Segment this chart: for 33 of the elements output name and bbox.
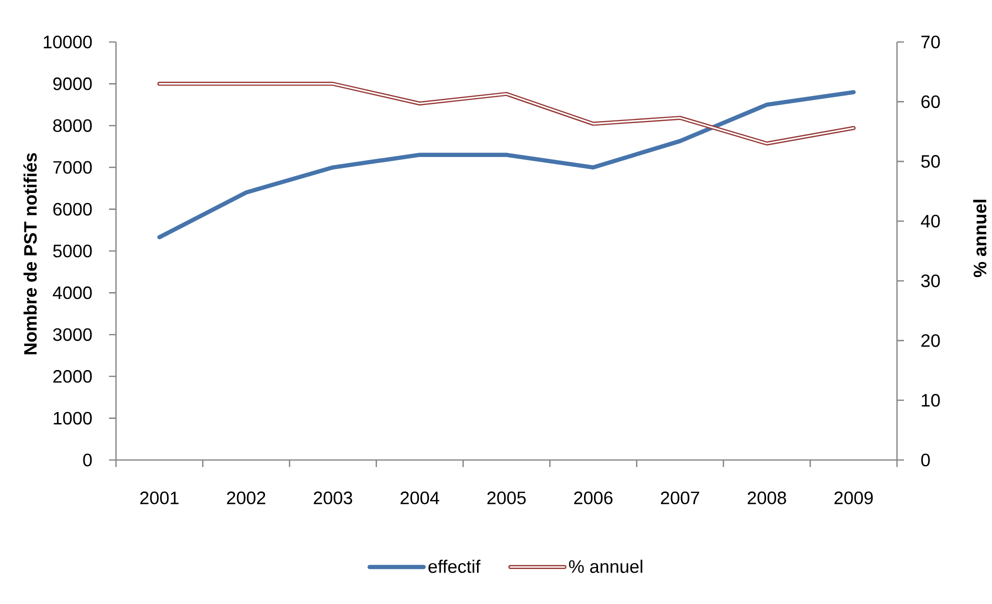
x-tick-label: 2004: [400, 492, 440, 504]
line-series: [157, 90, 856, 240]
y2-tick-label: 30: [921, 274, 940, 288]
y-tick-label: 7000: [53, 161, 92, 174]
y2-tick-label: 40: [920, 214, 940, 228]
y-tick-label: 1000: [54, 412, 92, 425]
y2-tick-label: 60: [921, 95, 940, 108]
y-tick-label: 8000: [53, 119, 92, 132]
x-tick-label: 2005: [487, 492, 526, 504]
x-tick-label: 2009: [834, 492, 873, 504]
x-tick-label: 2001: [140, 492, 179, 504]
y2-axis-title: % annuel: [973, 200, 986, 278]
y-tick-label: 9000: [53, 77, 92, 90]
y2-tick-label: 50: [921, 155, 940, 168]
x-tick-label: 2006: [574, 492, 612, 504]
x-tick-label: 2002: [227, 492, 266, 504]
y2-tick-label: 70: [921, 36, 940, 48]
legend-label: % annuel: [569, 560, 642, 573]
y-axis-title: Nombre de PST notifiés: [23, 153, 37, 354]
y-tick-label: 2000: [53, 370, 92, 383]
y2-tick-label: 20: [921, 334, 940, 347]
y-tick-label: 3000: [53, 328, 92, 341]
y-tick-label: 6000: [53, 202, 92, 216]
legend-label: effectif: [428, 560, 480, 573]
x-tick-label: 2003: [314, 492, 352, 504]
y2-tick-label: 10: [922, 394, 940, 407]
y-tick-label: 5000: [53, 244, 92, 258]
y-tick-label: 4000: [52, 286, 92, 300]
x-tick-label: 2008: [748, 492, 786, 504]
y-tick-label: 0: [83, 454, 92, 466]
y2-tick-label: 0: [921, 454, 930, 466]
x-tick-label: 2007: [660, 492, 700, 504]
y-tick-label: 10000: [44, 36, 92, 48]
